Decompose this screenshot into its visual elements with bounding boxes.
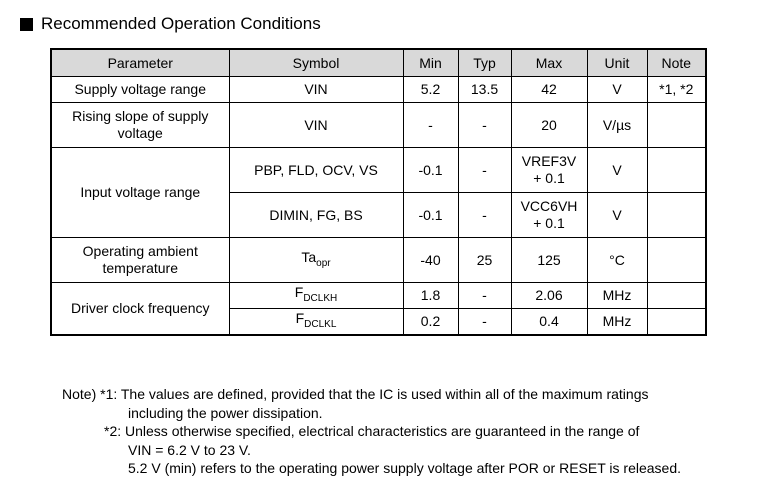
note-line: *2: Unless otherwise specified, electric… (104, 423, 640, 439)
symbol-cell: DIMIN, FG, BS (228, 192, 404, 238)
note-cell (646, 102, 707, 148)
param-cell: Rising slope of supply voltage (50, 102, 230, 148)
typ-cell: - (457, 308, 512, 335)
table-row: Supply voltage range VIN 5.2 13.5 42 V *… (50, 76, 707, 103)
min-cell: - (402, 102, 459, 148)
max-line: + 0.1 (533, 215, 565, 231)
operation-conditions-table: Parameter Symbol Min Typ Max Unit Note S… (50, 48, 707, 336)
symbol-cell: FDCLKL (228, 308, 404, 335)
min-cell: 0.2 (402, 308, 459, 335)
typ-cell: - (457, 147, 512, 193)
typ-cell: 25 (457, 237, 512, 283)
unit-cell: V/µs (586, 102, 648, 148)
note-line: Note) *1: The values are defined, provid… (62, 386, 649, 402)
square-bullet-icon (20, 17, 33, 31)
typ-cell: - (457, 102, 512, 148)
max-line: VREF3V (521, 153, 577, 169)
section-heading: Recommended Operation Conditions (20, 14, 321, 34)
max-cell: VCC6VH + 0.1 (510, 192, 588, 238)
typ-cell: 13.5 (457, 76, 512, 103)
symbol-cell: VIN (228, 76, 404, 103)
symbol-main: Ta (301, 248, 317, 265)
section-title-text: Recommended Operation Conditions (41, 14, 321, 33)
header-min: Min (402, 48, 459, 77)
min-cell: -0.1 (402, 192, 459, 238)
param-cell: Supply voltage range (50, 76, 230, 103)
symbol-cell: Taopr (228, 237, 404, 283)
note-cell (646, 192, 707, 238)
symbol-main: F (294, 284, 304, 300)
table-row: DIMIN, FG, BS -0.1 - VCC6VH + 0.1 V (51, 192, 707, 238)
note-cell (646, 147, 707, 193)
note-cell (646, 308, 707, 335)
header-note: Note (646, 48, 707, 77)
param-line: Operating ambient (82, 243, 198, 259)
symbol-main: F (295, 309, 305, 326)
table-row: Rising slope of supply voltage VIN - - 2… (50, 102, 707, 148)
unit-cell: V (586, 76, 648, 103)
min-cell: 5.2 (402, 76, 459, 103)
table-row: Driver clock frequency FDCLKH 1.8 - 2.06… (50, 282, 707, 335)
header-typ: Typ (457, 48, 512, 77)
max-cell: 20 (510, 102, 588, 148)
symbol-cell: VIN (228, 102, 404, 148)
typ-cell: - (457, 192, 512, 238)
symbol-cell: PBP, FLD, OCV, VS (228, 147, 404, 193)
note-line: including the power dissipation. (128, 404, 323, 421)
max-cell: 42 (510, 76, 588, 103)
note-line: VIN = 6.2 V to 23 V. (128, 441, 251, 458)
max-cell: 0.4 (510, 308, 588, 335)
note-cell: *1, *2 (646, 76, 707, 103)
symbol-subscript: opr (316, 257, 331, 269)
note-cell (646, 282, 707, 309)
header-unit: Unit (586, 48, 648, 77)
unit-cell: V (586, 192, 648, 238)
param-line: Rising slope of supply (72, 108, 209, 124)
note-line: 5.2 V (min) refers to the operating powe… (128, 460, 681, 476)
table-row: Operating ambient temperature Taopr -40 … (50, 237, 707, 283)
symbol-cell: FDCLKH (228, 282, 404, 309)
table-header-row: Parameter Symbol Min Typ Max Unit Note (50, 48, 707, 77)
max-cell: 2.06 (510, 282, 588, 309)
min-cell: 1.8 (402, 282, 459, 309)
param-cell: Input voltage range (50, 147, 230, 238)
param-line: temperature (102, 260, 178, 276)
notes-section: Note) *1: The values are defined, provid… (62, 385, 762, 478)
unit-cell: MHz (586, 308, 648, 335)
param-line: voltage (117, 125, 163, 141)
param-cell: Driver clock frequency (50, 282, 230, 335)
max-line: + 0.1 (533, 170, 565, 186)
min-cell: -40 (402, 237, 459, 283)
note-cell (646, 237, 707, 283)
unit-cell: V (586, 147, 648, 193)
table-row: Input voltage range PBP, FLD, OCV, VS -0… (50, 147, 707, 238)
symbol-subscript: DCLKH (303, 293, 338, 304)
param-cell: Operating ambient temperature (50, 237, 230, 283)
header-symbol: Symbol (228, 48, 404, 77)
unit-cell: MHz (586, 282, 648, 309)
table-row: FDCLKL 0.2 - 0.4 MHz (51, 308, 707, 335)
header-max: Max (510, 48, 588, 77)
max-line: VCC6VH (520, 198, 578, 214)
symbol-subscript: DCLKL (304, 318, 337, 330)
typ-cell: - (457, 282, 512, 309)
max-cell: 125 (510, 237, 588, 283)
min-cell: -0.1 (402, 147, 459, 193)
unit-cell: °C (586, 237, 648, 283)
header-parameter: Parameter (50, 48, 230, 77)
max-cell: VREF3V + 0.1 (510, 147, 588, 193)
